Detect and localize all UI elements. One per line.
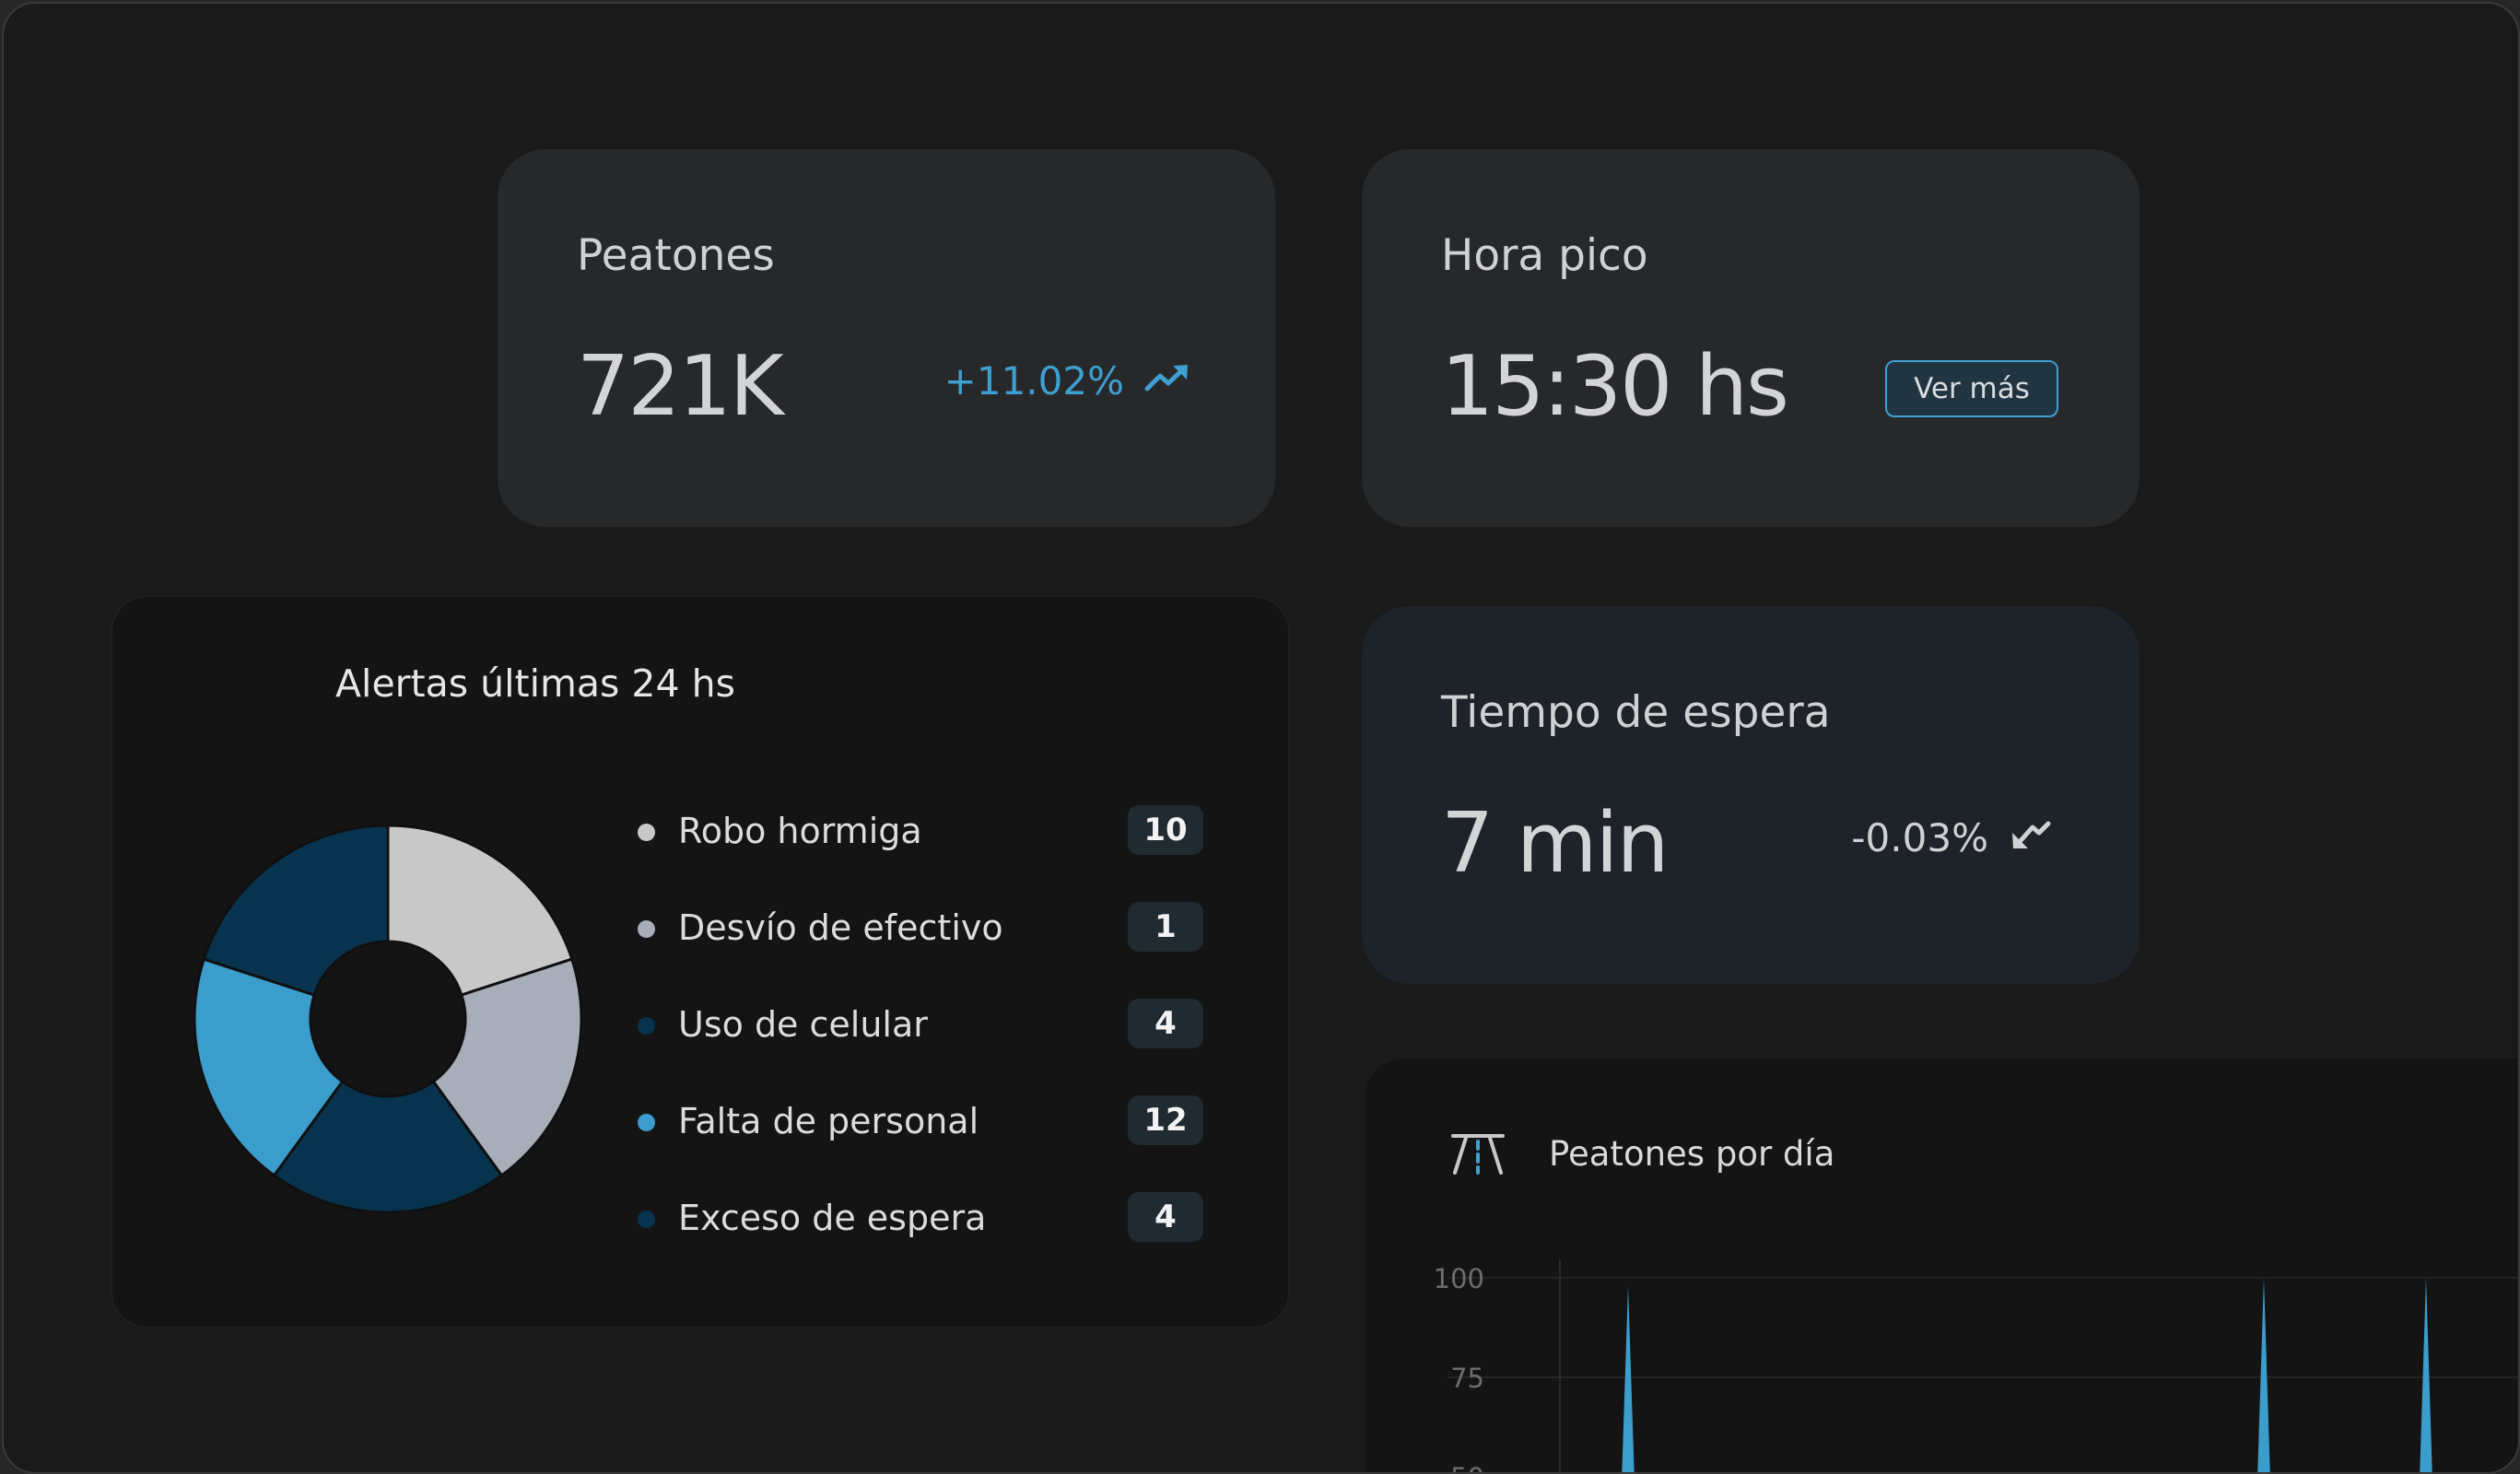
legend-item: Desvío de efectivo 1 [638,893,1203,989]
spike-mark [2257,1278,2270,1472]
donut-slice [202,824,390,997]
spike-mark [1622,1285,1635,1472]
legend-count-badge: 10 [1128,805,1203,855]
alerts-legend: Robo hormiga 10 Desvío de efectivo 1 Uso de … [638,796,1203,1280]
trending-up-icon [1144,358,1190,404]
donut-slice [193,957,345,1177]
wait-time-value: 7 min [1441,795,1670,892]
pedestrians-change: +11.02% [944,358,1124,404]
legend-count-badge: 1 [1128,902,1203,952]
alerts-title: Alertas últimas 24 hs [335,661,735,706]
legend-dot [638,824,655,841]
donut-slice [431,957,583,1177]
trending-down-icon [2009,815,2055,860]
legend-item: Robo hormiga 10 [638,796,1203,893]
y-tick-label: 75 [1450,1363,1484,1394]
daily-pedestrians-title: Peatones por día [1549,1134,1835,1174]
legend-label: Falta de personal [678,1101,979,1141]
legend-count-badge: 12 [1128,1095,1203,1145]
legend-item: Exceso de espera 4 [638,1183,1203,1280]
alerts-donut-chart [193,824,583,1214]
legend-item: Uso de celular 4 [638,989,1203,1086]
wait-time-trend: -0.03% [1851,815,2055,860]
y-tick-label: 50 [1450,1462,1484,1474]
daily-pedestrians-chart: 100 75 50 [1434,1259,2518,1474]
legend-dot [638,1211,655,1228]
legend-dot [638,1017,655,1035]
y-tick-label: 100 [1434,1263,1484,1294]
legend-item: Falta de personal 12 [638,1086,1203,1183]
daily-pedestrians-card: 100 75 50 Peatones por día [1363,1057,2518,1474]
legend-label: Robo hormiga [678,811,922,851]
legend-count-badge: 4 [1128,999,1203,1048]
spike-mark [2420,1278,2432,1472]
see-more-button[interactable]: Ver más [1885,360,2058,417]
wait-time-title: Tiempo de espera [1441,687,1831,738]
donut-slice [386,824,574,997]
pedestrians-card: Peatones 721K +11.02% [498,149,1275,527]
legend-label: Exceso de espera [678,1198,987,1238]
pedestrians-trend: +11.02% [944,358,1190,404]
road-icon [1449,1132,1506,1176]
legend-label: Desvío de efectivo [678,907,1003,948]
pedestrians-value: 721K [577,338,784,435]
peak-hour-title: Hora pico [1441,230,1648,281]
legend-count-badge: 4 [1128,1192,1203,1242]
donut-slice [272,1079,504,1214]
legend-dot [638,920,655,938]
wait-time-card: Tiempo de espera 7 min -0.03% [1362,606,2139,984]
legend-dot [638,1114,655,1131]
wait-time-change: -0.03% [1851,815,1988,860]
peak-hour-value: 15:30 hs [1441,338,1789,435]
pedestrians-title: Peatones [577,230,775,281]
peak-hour-card: Hora pico 15:30 hs Ver más [1362,149,2139,527]
alerts-card: Alertas últimas 24 hs Robo hormiga 10 Desv… [111,595,1290,1328]
legend-label: Uso de celular [678,1004,928,1045]
